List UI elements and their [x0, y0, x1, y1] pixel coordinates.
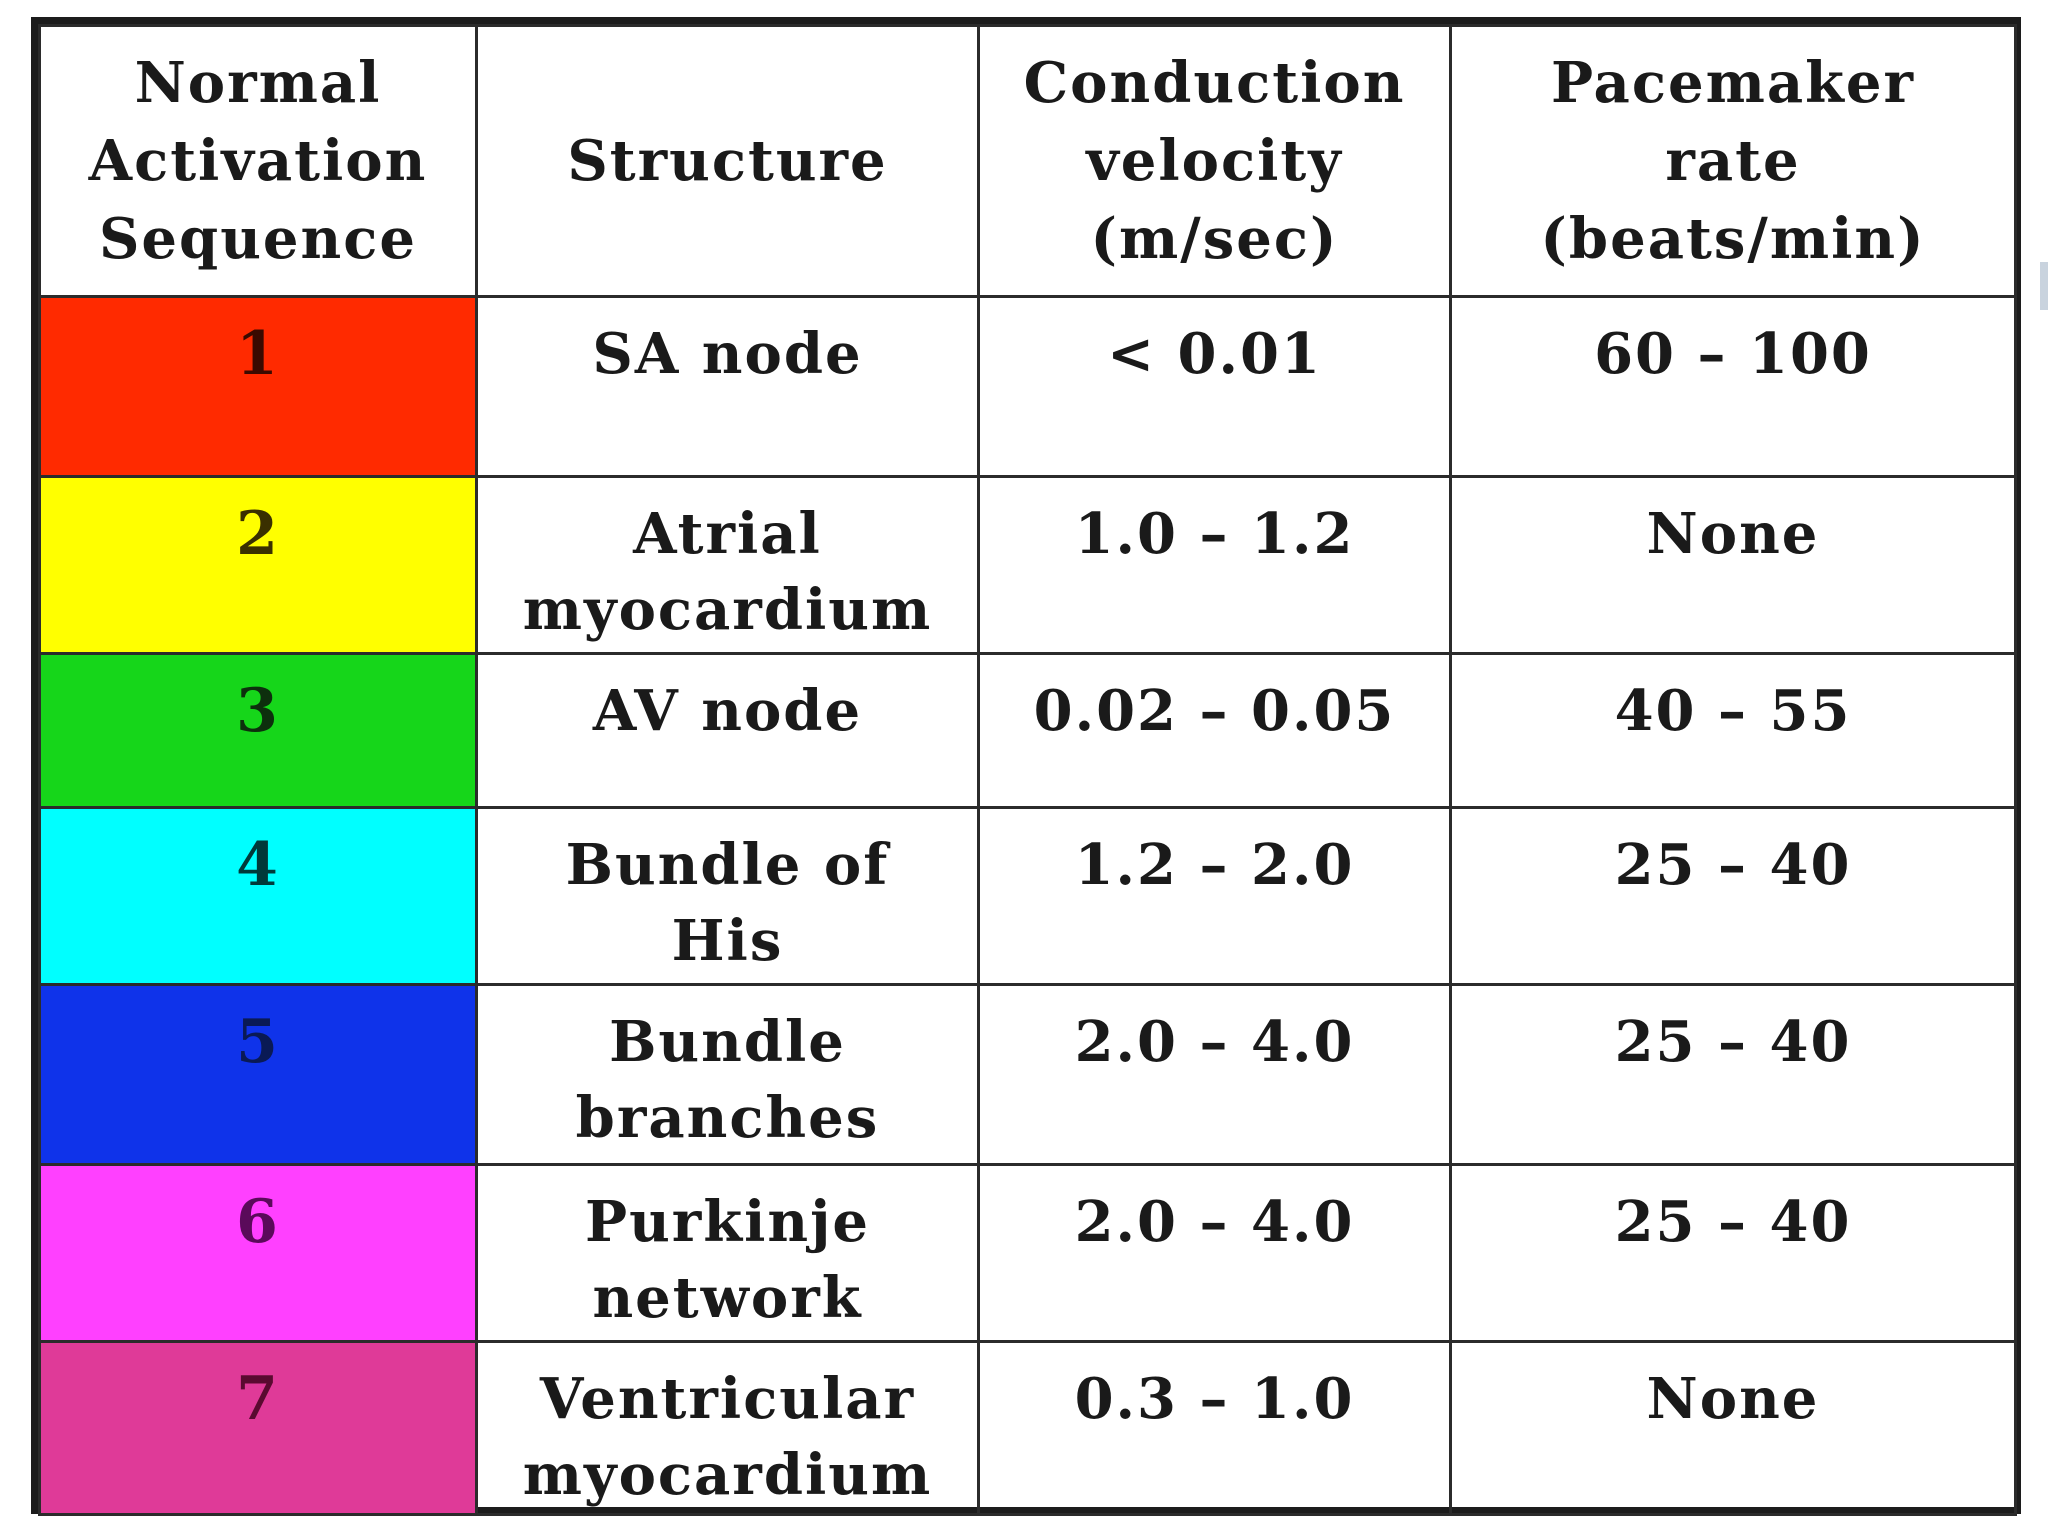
- velocity-cell: 2.0 – 4.0: [977, 1163, 1452, 1343]
- rate-cell: None: [1449, 475, 2017, 655]
- structure-cell: Bundle branches: [475, 983, 980, 1166]
- structure-cell: Atrial myocardium: [475, 475, 980, 655]
- sequence-cell: 5: [38, 983, 478, 1166]
- velocity-cell: 2.0 – 4.0: [977, 983, 1452, 1166]
- rate-cell: 40 – 55: [1449, 652, 2017, 809]
- table-row: 4 Bundle of His 1.2 – 2.0 25 – 40: [38, 806, 2017, 986]
- table-row: 2 Atrial myocardium 1.0 – 1.2 None: [38, 475, 2017, 655]
- sequence-cell: 6: [38, 1163, 478, 1343]
- sequence-cell: 2: [38, 475, 478, 655]
- table-row: 5 Bundle branches 2.0 – 4.0 25 – 40: [38, 983, 2017, 1166]
- header-pacemaker-rate: Pacemaker rate (beats/min): [1449, 24, 2017, 298]
- velocity-cell: 1.0 – 1.2: [977, 475, 1452, 655]
- sequence-cell: 3: [38, 652, 478, 809]
- edge-accent: [2040, 262, 2048, 310]
- structure-cell: Bundle of His: [475, 806, 980, 986]
- sequence-cell: 4: [38, 806, 478, 986]
- table-row: 1 SA node < 0.01 60 – 100: [38, 295, 2017, 478]
- table-row: 6 Purkinje network 2.0 – 4.0 25 – 40: [38, 1163, 2017, 1343]
- velocity-cell: 0.02 – 0.05: [977, 652, 1452, 809]
- header-activation-sequence: Normal Activation Sequence: [38, 24, 478, 298]
- conduction-table-frame: Normal Activation Sequence Structure Con…: [31, 17, 2021, 1516]
- structure-cell: SA node: [475, 295, 980, 478]
- structure-cell: AV node: [475, 652, 980, 809]
- rate-cell: 25 – 40: [1449, 983, 2017, 1166]
- rate-cell: None: [1449, 1340, 2017, 1516]
- table-row: 7 Ventricular myocardium 0.3 – 1.0 None: [38, 1340, 2017, 1516]
- conduction-table: Normal Activation Sequence Structure Con…: [38, 24, 2017, 1516]
- table-row: 3 AV node 0.02 – 0.05 40 – 55: [38, 652, 2017, 809]
- rate-cell: 25 – 40: [1449, 1163, 2017, 1343]
- sequence-cell: 7: [38, 1340, 478, 1516]
- velocity-cell: 1.2 – 2.0: [977, 806, 1452, 986]
- table-header-row: Normal Activation Sequence Structure Con…: [38, 24, 2017, 298]
- sequence-cell: 1: [38, 295, 478, 478]
- rate-cell: 60 – 100: [1449, 295, 2017, 478]
- velocity-cell: < 0.01: [977, 295, 1452, 478]
- structure-cell: Purkinje network: [475, 1163, 980, 1343]
- header-conduction-velocity: Conduction velocity (m/sec): [977, 24, 1452, 298]
- velocity-cell: 0.3 – 1.0: [977, 1340, 1452, 1516]
- header-structure: Structure: [475, 24, 980, 298]
- structure-cell: Ventricular myocardium: [475, 1340, 980, 1516]
- rate-cell: 25 – 40: [1449, 806, 2017, 986]
